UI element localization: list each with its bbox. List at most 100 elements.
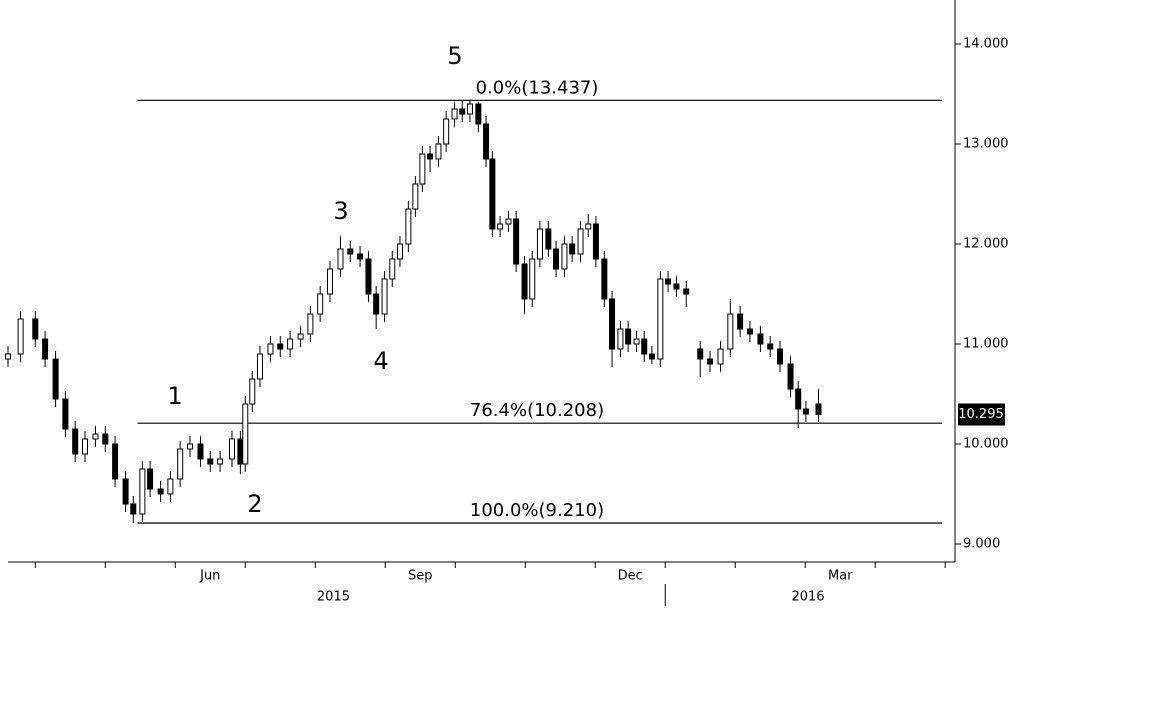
candle-body bbox=[92, 433, 99, 440]
candle-body bbox=[717, 348, 724, 365]
candle-body bbox=[389, 258, 396, 280]
y-tick-label: 14.000 bbox=[963, 37, 1009, 52]
candle-body bbox=[443, 118, 450, 145]
candle-body bbox=[52, 358, 59, 400]
candle-body bbox=[592, 223, 599, 260]
candle-body bbox=[5, 353, 11, 360]
candle-body bbox=[412, 183, 419, 210]
candle-body bbox=[405, 208, 412, 245]
candle-body bbox=[277, 343, 284, 350]
y-tick-label: 10.000 bbox=[963, 437, 1009, 452]
candle-body bbox=[683, 288, 690, 295]
candle-body bbox=[767, 343, 774, 350]
candle-body bbox=[130, 503, 137, 515]
candle-body bbox=[625, 328, 632, 345]
candle-body bbox=[81, 438, 88, 455]
candle-body bbox=[357, 253, 364, 260]
candle-body bbox=[601, 258, 608, 300]
candle-body bbox=[777, 348, 784, 365]
fib-label: 100.0%(9.210) bbox=[470, 500, 604, 521]
candle-body bbox=[237, 438, 244, 465]
candle-body bbox=[802, 408, 809, 415]
candle-body bbox=[228, 438, 235, 460]
candle-body bbox=[419, 153, 426, 185]
candle-body bbox=[17, 318, 24, 355]
candle-body bbox=[217, 458, 224, 465]
candle-body bbox=[466, 103, 473, 115]
candle-body bbox=[72, 428, 79, 455]
candle-body bbox=[521, 263, 528, 300]
candle-body bbox=[287, 338, 294, 350]
candle-body bbox=[32, 318, 39, 340]
candle-body bbox=[648, 353, 655, 360]
candle-body bbox=[673, 283, 680, 290]
candle-body bbox=[757, 333, 764, 345]
candle-body bbox=[147, 468, 154, 490]
candle-body bbox=[326, 268, 333, 295]
candle-body bbox=[707, 358, 714, 365]
x-tick-label: Mar bbox=[828, 569, 853, 584]
candle-body bbox=[585, 223, 592, 230]
candle-body bbox=[475, 103, 482, 125]
candle-body bbox=[529, 258, 536, 300]
year-label: 2015 bbox=[317, 590, 350, 605]
candle-body bbox=[545, 228, 552, 250]
candle-body bbox=[167, 478, 174, 495]
candle-body bbox=[157, 488, 164, 495]
candle-body bbox=[513, 218, 520, 265]
candle-body bbox=[787, 363, 794, 390]
candle-body bbox=[207, 458, 214, 465]
candle-body bbox=[746, 328, 753, 335]
candle-body bbox=[795, 388, 802, 410]
candle-body bbox=[633, 338, 640, 345]
candle-body bbox=[815, 403, 822, 415]
x-tick-label: Sep bbox=[408, 569, 433, 584]
wave-label: 4 bbox=[373, 347, 388, 375]
x-tick-label: Jun bbox=[199, 569, 220, 584]
candle-body bbox=[553, 248, 560, 270]
candle-body bbox=[365, 258, 372, 295]
candle-body bbox=[427, 153, 434, 160]
candle-body bbox=[577, 228, 584, 255]
candle-body bbox=[42, 338, 49, 360]
candle-body bbox=[569, 243, 576, 255]
wave-label: 5 bbox=[447, 42, 462, 70]
candle-body bbox=[267, 343, 274, 355]
x-tick-label: Dec bbox=[618, 569, 643, 584]
candle-body bbox=[435, 143, 442, 160]
candle-body bbox=[497, 223, 504, 230]
candle-body bbox=[337, 248, 344, 270]
candle-body bbox=[242, 403, 249, 465]
candle-body bbox=[373, 293, 380, 315]
candle-body bbox=[307, 313, 314, 335]
candle-body bbox=[112, 443, 119, 480]
candle-body bbox=[697, 348, 704, 360]
y-tick-label: 9.000 bbox=[963, 537, 1000, 552]
fib-label: 76.4%(10.208) bbox=[470, 400, 604, 421]
candle-body bbox=[489, 158, 496, 230]
candle-body bbox=[561, 243, 568, 270]
candle-body bbox=[102, 433, 109, 445]
year-label: 2016 bbox=[791, 590, 824, 605]
candle-body bbox=[641, 338, 648, 355]
candle-body bbox=[617, 328, 624, 350]
candle-body bbox=[505, 218, 512, 225]
candle-body bbox=[483, 123, 490, 160]
y-tick-label: 12.000 bbox=[963, 237, 1009, 252]
candle-body bbox=[317, 293, 324, 315]
candle-body bbox=[186, 443, 193, 450]
wave-label: 1 bbox=[167, 382, 182, 410]
candle-body bbox=[727, 313, 734, 350]
last-price-tag bbox=[958, 403, 1005, 426]
candle-body bbox=[249, 378, 256, 405]
fib-label: 0.0%(13.437) bbox=[476, 77, 599, 98]
wave-label: 3 bbox=[333, 197, 348, 225]
wave-label: 2 bbox=[247, 490, 262, 518]
candle-body bbox=[297, 333, 304, 340]
candle-body bbox=[177, 448, 184, 480]
candle-body bbox=[737, 313, 744, 330]
y-tick-label: 13.000 bbox=[963, 137, 1009, 152]
candle-body bbox=[381, 278, 388, 315]
candle-body bbox=[139, 468, 146, 515]
